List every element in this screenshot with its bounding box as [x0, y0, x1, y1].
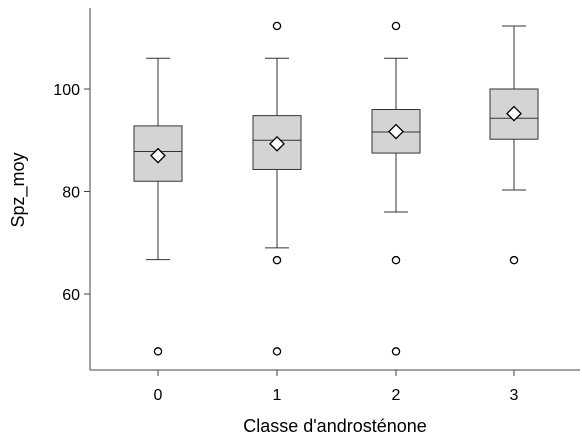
box-group-3	[489, 25, 539, 265]
outlier-point	[391, 21, 401, 31]
outlier-point	[272, 347, 282, 356]
outlier-point	[391, 347, 401, 356]
mean-marker	[150, 147, 166, 164]
mean-marker	[388, 123, 404, 140]
outlier-point	[509, 255, 519, 265]
x-axis: 0 1 2 3	[90, 369, 580, 404]
outlier-point	[391, 255, 401, 265]
mean-marker	[506, 105, 522, 122]
box-group-2	[371, 21, 421, 356]
outlier-point	[272, 21, 282, 31]
box	[371, 109, 421, 154]
outlier-point	[153, 347, 163, 356]
x-tick-label: 3	[510, 387, 519, 404]
x-tick-label: 1	[273, 387, 282, 404]
plot-area	[133, 21, 539, 356]
y-tick-label: 60	[62, 287, 80, 304]
x-tick-label: 0	[154, 387, 163, 404]
box-group-1	[252, 21, 302, 356]
y-axis: 60 80 100	[53, 8, 91, 370]
outlier-point	[272, 255, 282, 265]
y-tick-label: 80	[62, 185, 80, 202]
y-axis-title: Spz_moy	[8, 152, 29, 227]
mean-marker	[269, 135, 285, 152]
box-group-0	[133, 57, 183, 356]
x-tick-label: 2	[392, 387, 401, 404]
y-tick-label: 100	[53, 82, 80, 99]
x-axis-title: Classe d'androsténone	[243, 416, 427, 436]
